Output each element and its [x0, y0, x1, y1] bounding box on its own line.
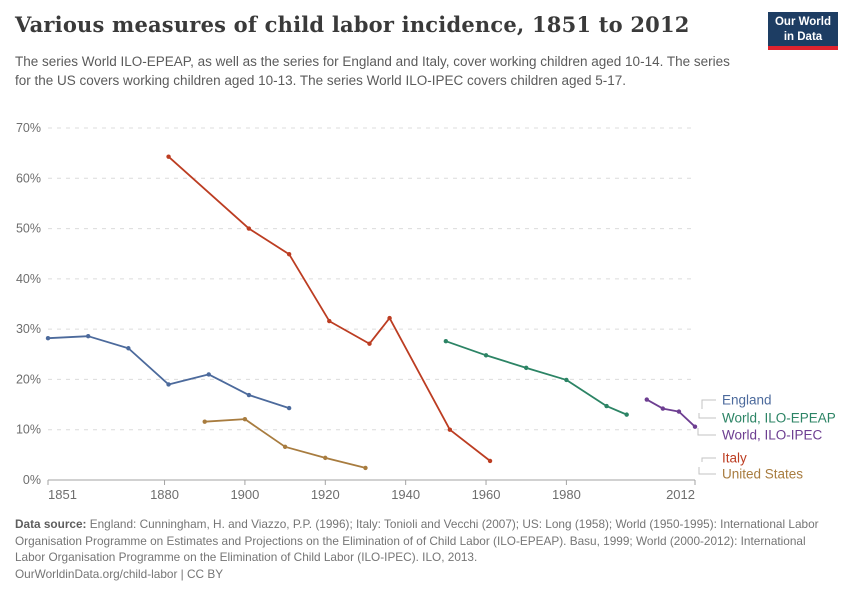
- data-point-world-ilo-ipec-2000[interactable]: [644, 397, 649, 402]
- data-point-italy-1931[interactable]: [367, 341, 372, 346]
- data-point-united-states-1920[interactable]: [323, 455, 328, 461]
- data-point-england-1851[interactable]: [45, 335, 51, 341]
- data-point-italy-1881[interactable]: [166, 154, 171, 159]
- y-tick-label-60: 60%: [16, 171, 41, 185]
- data-point-world-ilo-epeap-1970[interactable]: [524, 365, 529, 371]
- x-tick-label-1851: 1851: [48, 487, 77, 502]
- chart-subtitle: The series World ILO-EPEAP, as well as t…: [15, 54, 730, 88]
- series-line-world-ilo-ipec[interactable]: [645, 398, 696, 428]
- data-point-united-states-1890[interactable]: [202, 419, 207, 424]
- y-tick-label-20: 20%: [16, 372, 41, 386]
- series-italy[interactable]: [166, 154, 493, 464]
- data-point-united-states-1900[interactable]: [242, 416, 248, 422]
- legend-label-world-ilo-epeap[interactable]: World, ILO-EPEAP: [722, 411, 836, 426]
- data-point-world-ilo-epeap-1995[interactable]: [624, 412, 629, 417]
- owid-logo-line2: in Data: [783, 31, 823, 43]
- data-point-england-1871[interactable]: [126, 346, 131, 351]
- data-point-italy-1936[interactable]: [387, 315, 392, 321]
- legend-label-world-ilo-ipec[interactable]: World, ILO-IPEC: [722, 428, 823, 443]
- data-point-italy-1901[interactable]: [246, 226, 252, 231]
- chart-canvas: 0% 10% 20% 30% 40% 50% 60% 70% 1851 1880 1900 1920 1…: [16, 121, 836, 502]
- y-tick-label-50: 50%: [16, 222, 41, 236]
- x-tick-label-1940: 1940: [391, 487, 420, 502]
- series-england[interactable]: [45, 333, 292, 411]
- series-line-world-ilo-epeap[interactable]: [444, 340, 628, 416]
- data-point-united-states-1910[interactable]: [282, 444, 288, 450]
- legend-connector-italy: [701, 457, 716, 462]
- series-line-england[interactable]: [47, 335, 291, 409]
- series-united-states[interactable]: [202, 416, 368, 471]
- page-title: Various measures of child labor incidenc…: [15, 12, 690, 37]
- data-point-italy-1951[interactable]: [447, 427, 453, 432]
- data-point-italy-1921[interactable]: [327, 318, 332, 324]
- owid-citation-link[interactable]: OurWorldinData.org/child-labor | CC BY: [15, 566, 224, 581]
- series-world-ilo-epeap[interactable]: [443, 339, 629, 417]
- data-point-italy-1911[interactable]: [286, 252, 292, 257]
- x-tick-label-1920: 1920: [311, 487, 340, 502]
- y-tick-label-10: 10%: [16, 423, 41, 437]
- x-tick-label-1980: 1980: [552, 487, 581, 502]
- owid-logo[interactable]: Our World in Data: [768, 12, 838, 50]
- data-point-england-1861[interactable]: [85, 333, 91, 339]
- x-tick-label-1960: 1960: [472, 487, 501, 502]
- data-point-world-ilo-ipec-2004[interactable]: [660, 406, 666, 411]
- series-line-united-states[interactable]: [203, 418, 367, 469]
- legend-connector-world-ilo-ipec: [697, 428, 716, 436]
- x-tick-label-1880: 1880: [150, 487, 179, 502]
- data-point-england-1901[interactable]: [246, 392, 252, 398]
- data-point-world-ilo-ipec-2008[interactable]: [676, 409, 682, 414]
- data-source-text: England: Cunningham, H. and Viazzo, P.P.…: [15, 517, 819, 564]
- legend-connector-england: [701, 399, 716, 409]
- data-point-world-ilo-epeap-1990[interactable]: [604, 403, 609, 409]
- y-tick-label-40: 40%: [16, 272, 41, 286]
- legend-connector-world-ilo-epeap: [698, 413, 716, 419]
- data-point-world-ilo-ipec-2012[interactable]: [692, 424, 698, 429]
- x-tick-label-2012: 2012: [666, 487, 695, 502]
- series-world-ilo-ipec[interactable]: [644, 397, 698, 429]
- data-point-world-ilo-epeap-1950[interactable]: [443, 339, 449, 344]
- y-tick-label-0: 0%: [23, 473, 41, 487]
- data-point-world-ilo-epeap-1980[interactable]: [564, 377, 569, 383]
- data-point-world-ilo-epeap-1960[interactable]: [483, 353, 489, 358]
- legend-connector-united-states: [698, 467, 716, 475]
- data-point-england-1881[interactable]: [166, 382, 171, 387]
- legend-label-italy[interactable]: Italy: [722, 451, 747, 466]
- owid-logo-line1: Our World: [774, 16, 831, 28]
- x-tick-label-1900: 1900: [230, 487, 259, 502]
- y-tick-label-70: 70%: [16, 121, 41, 135]
- series-line-italy[interactable]: [167, 155, 491, 462]
- data-point-england-1911[interactable]: [286, 405, 292, 411]
- data-point-united-states-1930[interactable]: [363, 465, 368, 471]
- y-tick-label-30: 30%: [16, 322, 41, 336]
- data-source-label: Data source:: [15, 517, 87, 531]
- data-point-england-1891[interactable]: [206, 372, 211, 377]
- data-point-italy-1961[interactable]: [487, 458, 493, 464]
- legend-label-england[interactable]: England: [722, 393, 772, 408]
- chart-footer: Data source: England: Cunningham, H. and…: [15, 516, 837, 582]
- legend-label-united-states[interactable]: United States: [722, 467, 803, 482]
- data-source-note: Data source: England: Cunningham, H. and…: [15, 516, 837, 566]
